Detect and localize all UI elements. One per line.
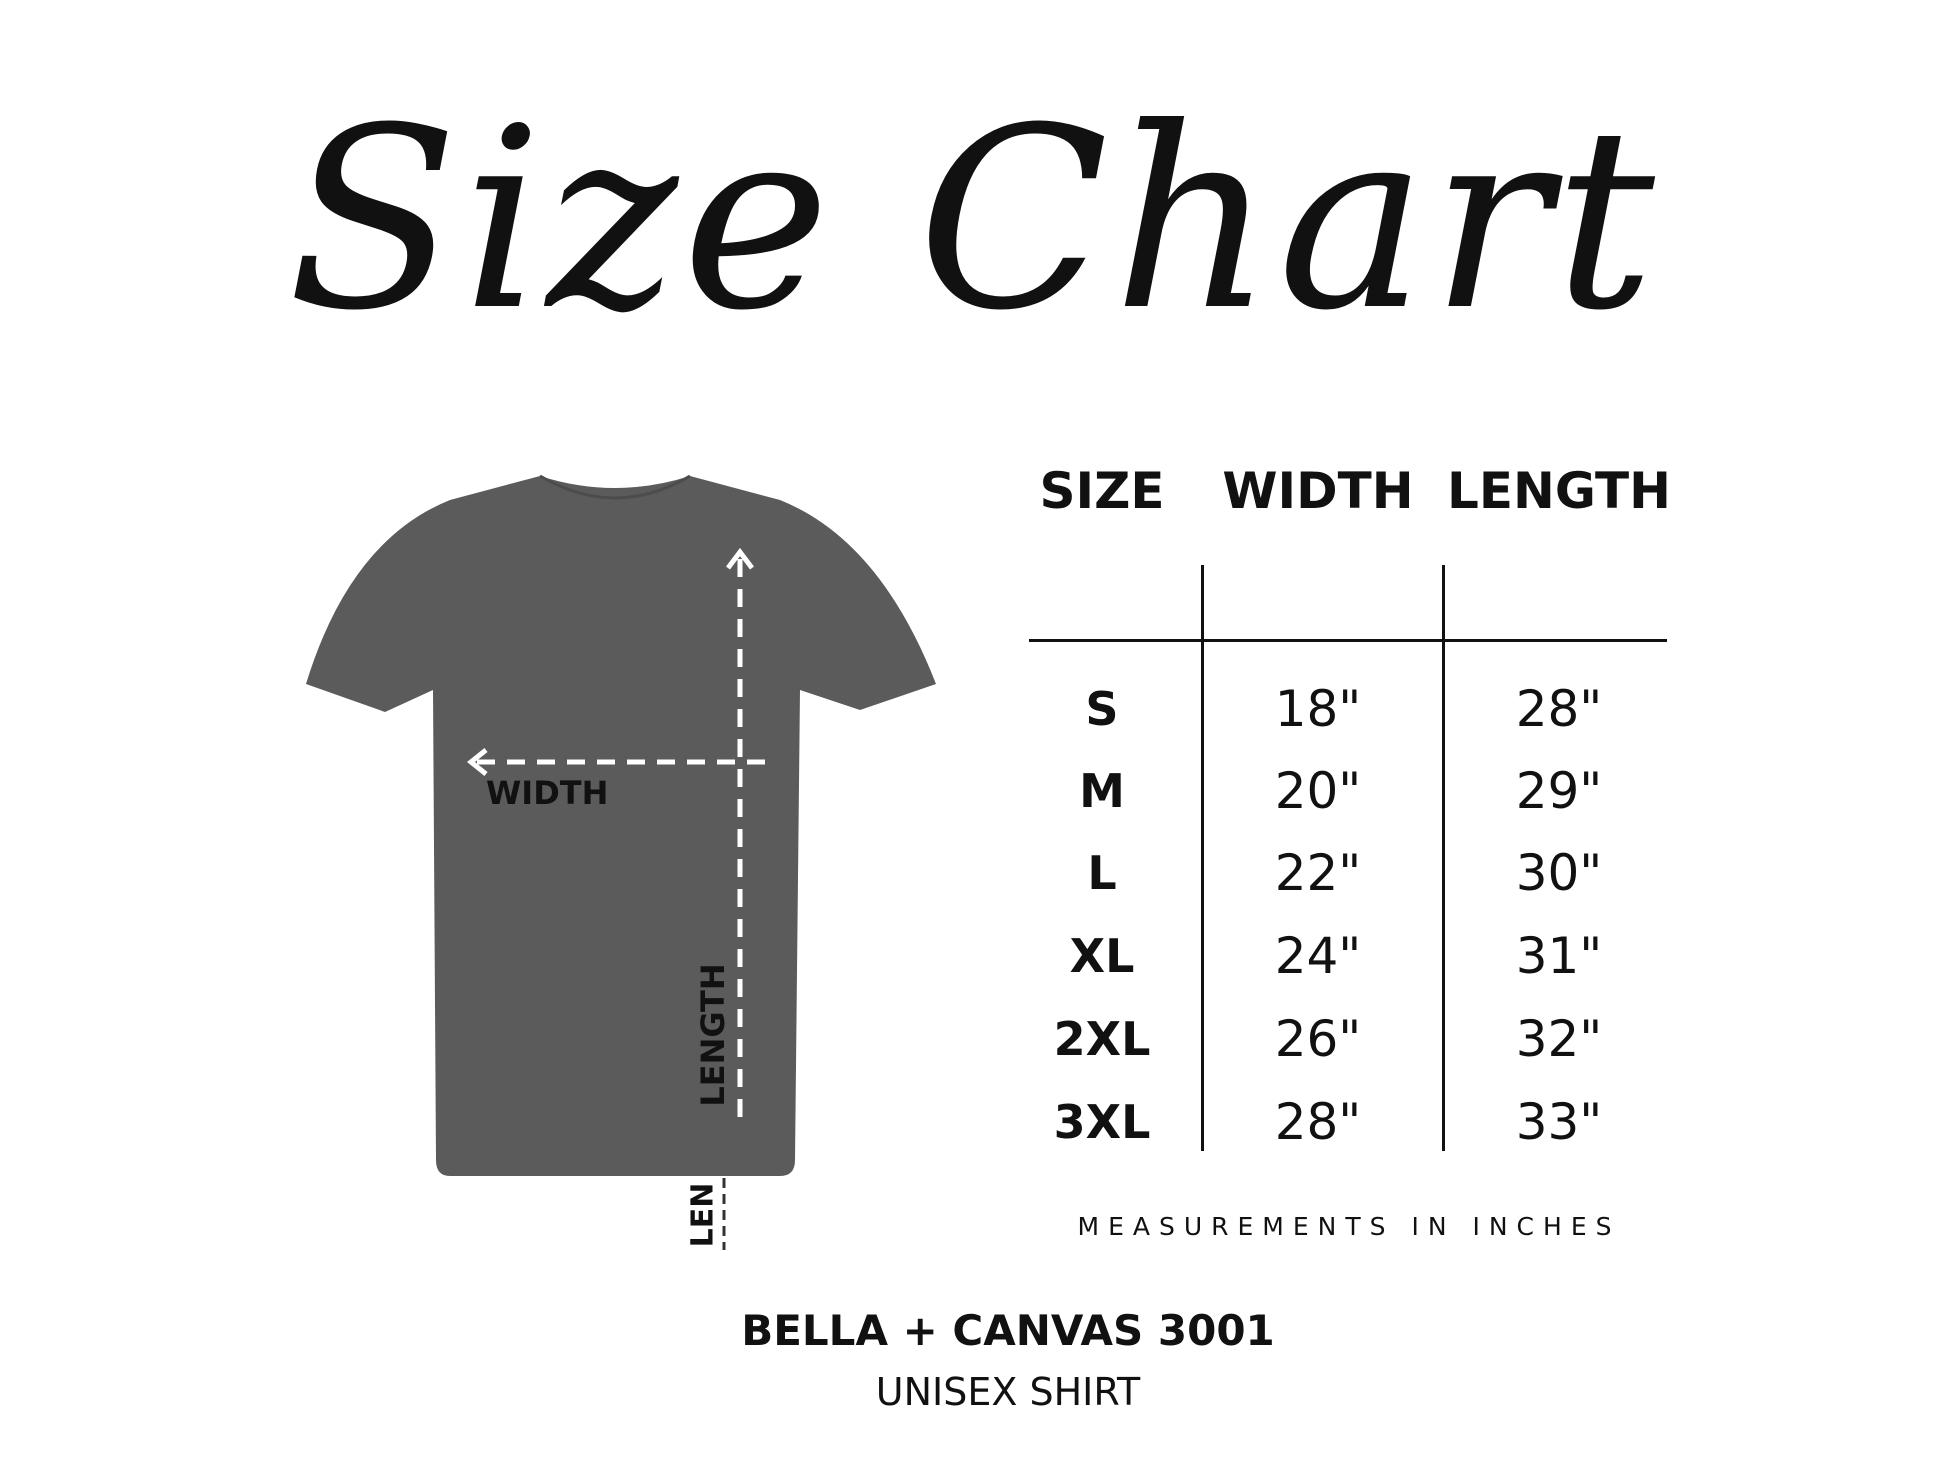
header-width: WIDTH [1222,462,1414,520]
length-label: LENGTH [694,963,732,1107]
measurement-note: MEASUREMENTS IN INCHES [1077,1212,1621,1241]
width-label: WIDTH [486,774,609,812]
length-arrow [726,547,754,1117]
size-cell: 3XL [1053,1095,1151,1149]
tshirt-shape [306,476,936,1176]
length-label-fragment: LEN [685,1182,721,1248]
width-cell: 28" [1274,1093,1362,1151]
length-cell: 32" [1515,1010,1603,1068]
product-type: UNISEX SHIRT [875,1370,1141,1414]
length-cell: 33" [1515,1093,1603,1151]
collar-seam [539,474,691,500]
size-cell: XL [1069,929,1135,983]
tshirt-diagram [306,474,936,1250]
size-cell: 2XL [1053,1012,1151,1066]
size-cell: M [1079,764,1125,818]
table-divider-vertical [1201,565,1204,1151]
size-cell: L [1087,846,1117,900]
width-cell: 26" [1274,1010,1362,1068]
size-cell: S [1085,682,1119,736]
product-name: BELLA + CANVAS 3001 [741,1306,1275,1355]
header-size: SIZE [1039,462,1165,520]
length-cell: 29" [1515,762,1603,820]
width-cell: 22" [1274,844,1362,902]
table-divider-vertical [1442,565,1445,1151]
width-arrow [466,748,765,776]
length-cell: 31" [1515,927,1603,985]
width-cell: 18" [1274,680,1362,738]
header-length: LENGTH [1447,462,1671,520]
length-cell: 30" [1515,844,1603,902]
length-cell: 28" [1515,680,1603,738]
table-divider-horizontal [1029,639,1667,642]
width-cell: 24" [1274,927,1362,985]
size-chart-title: Size Chart [287,74,1659,365]
width-cell: 20" [1274,762,1362,820]
